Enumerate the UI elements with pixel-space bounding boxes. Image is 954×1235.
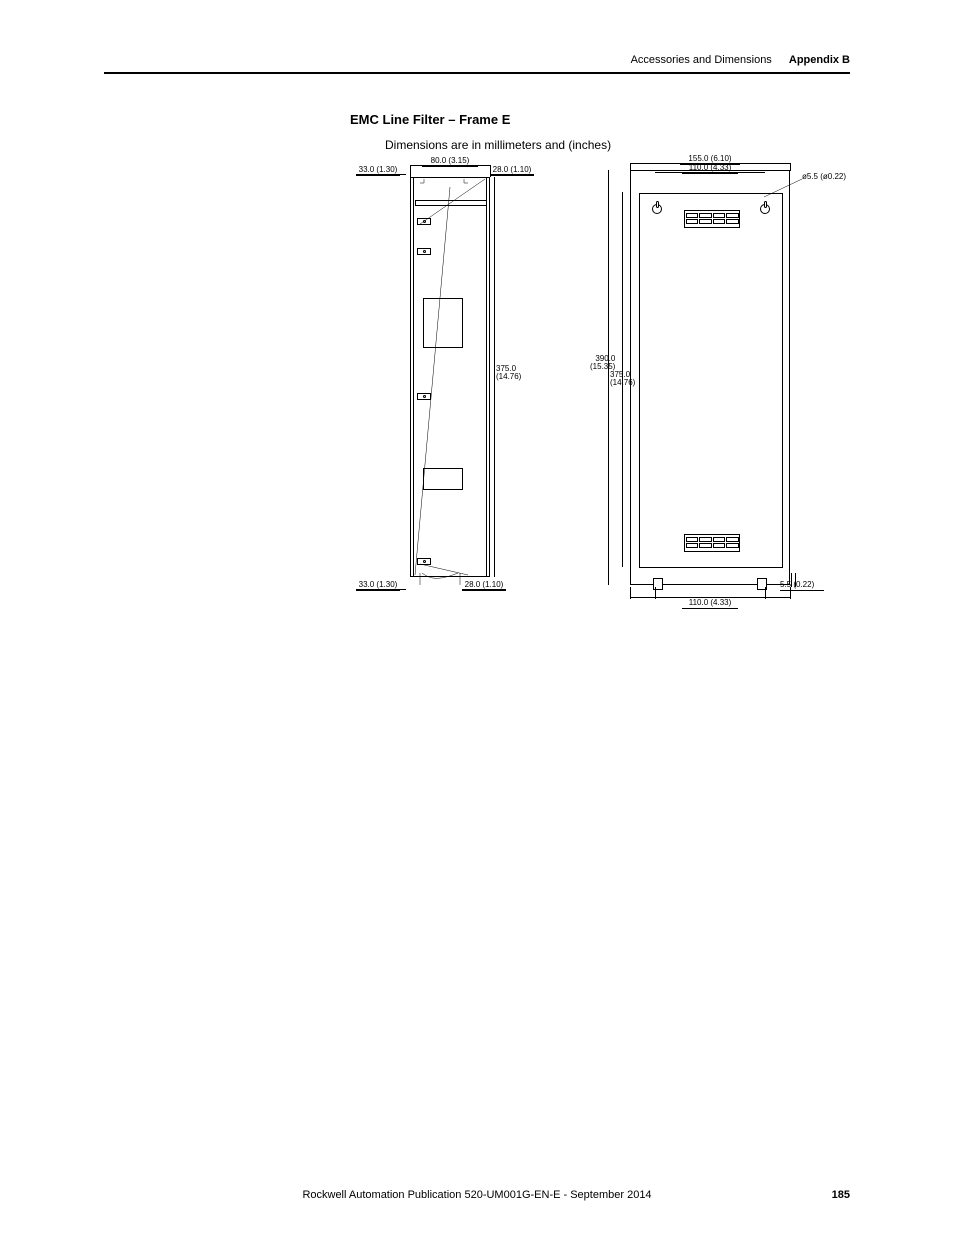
side-top-cap: [415, 200, 487, 206]
front-inner-panel: [639, 193, 783, 568]
dim-tick: [630, 163, 631, 171]
terminal-cell: [726, 537, 739, 542]
dim-front-bottom-depth: 5.5 (0.22): [780, 581, 824, 591]
footer-publication: Rockwell Automation Publication 520-UM00…: [0, 1189, 954, 1201]
dim-tick: [791, 573, 792, 587]
dim-tick: [765, 587, 766, 599]
page-header: Accessories and Dimensions Appendix B: [631, 54, 850, 66]
dim-line: [410, 165, 490, 166]
terminal-cell: [699, 543, 712, 548]
dim-line: [356, 174, 406, 175]
figure-subtitle: Dimensions are in millimeters and (inche…: [385, 138, 611, 152]
dim-line: [356, 589, 406, 590]
dim-line: [622, 192, 623, 567]
header-section: Accessories and Dimensions: [631, 54, 772, 66]
terminal-row: [685, 542, 739, 548]
terminal-cell: [726, 213, 739, 218]
terminal-cell: [699, 219, 712, 224]
mount-circle-icon: [652, 204, 662, 214]
dim-front-height-outer: 390.0 (15.35): [590, 355, 615, 371]
terminal-cell: [726, 543, 739, 548]
figure-title: EMC Line Filter – Frame E: [350, 112, 510, 127]
mount-tab: [417, 248, 431, 255]
mount-slot: [656, 201, 659, 208]
side-inner-line-right: [486, 178, 487, 576]
terminal-cell: [686, 213, 699, 218]
dim-tick: [630, 587, 631, 599]
terminal-cell: [686, 537, 699, 542]
dim-line: [494, 177, 495, 577]
terminal-cell: [686, 219, 699, 224]
mount-tab: [417, 393, 431, 400]
dim-side-height-in: (14.76): [496, 372, 521, 381]
dim-line: [608, 170, 609, 585]
terminal-row: [685, 218, 739, 224]
header-rule: [104, 72, 850, 74]
dim-tick: [490, 165, 491, 177]
terminal-cell: [713, 543, 726, 548]
dim-tick: [795, 573, 796, 587]
dim-tick: [410, 165, 411, 177]
terminal-block: [684, 210, 740, 228]
terminal-cell: [713, 537, 726, 542]
side-window: [423, 468, 463, 490]
side-window: [423, 298, 463, 348]
side-inner-line-left: [413, 178, 414, 576]
dim-line: [630, 163, 790, 164]
mount-hole-icon: [423, 250, 426, 253]
dim-tick: [655, 587, 656, 599]
diagram: 80.0 (3.15) 33.0 (1.30) 28.0 (1.10) 375.…: [350, 155, 850, 605]
terminal-cell: [686, 543, 699, 548]
dim-front-bottom-width: 110.0 (4.33): [682, 599, 738, 609]
dim-line: [655, 172, 765, 173]
mount-slot: [764, 201, 767, 208]
dim-line: [462, 589, 506, 590]
header-appendix: Appendix B: [789, 54, 850, 66]
mount-hole-icon: [423, 560, 426, 563]
mount-tab: [417, 558, 431, 565]
dim-tick: [790, 163, 791, 171]
mount-circle-icon: [760, 204, 770, 214]
page-number: 185: [832, 1189, 850, 1201]
terminal-cell: [713, 219, 726, 224]
front-view-outline: [630, 170, 790, 585]
mount-tab: [417, 218, 431, 225]
terminal-cell: [726, 219, 739, 224]
terminal-cell: [713, 213, 726, 218]
terminal-cell: [699, 213, 712, 218]
side-view-outline: [410, 177, 490, 577]
dim-front-hole-dia: ø5.5 (ø0.22): [802, 173, 858, 181]
terminal-cell: [699, 537, 712, 542]
dim-side-height: 375.0 (14.76): [496, 365, 521, 381]
mount-hole-icon: [423, 220, 426, 223]
mount-hole-icon: [423, 395, 426, 398]
dim-line: [490, 174, 534, 175]
terminal-block: [684, 534, 740, 552]
